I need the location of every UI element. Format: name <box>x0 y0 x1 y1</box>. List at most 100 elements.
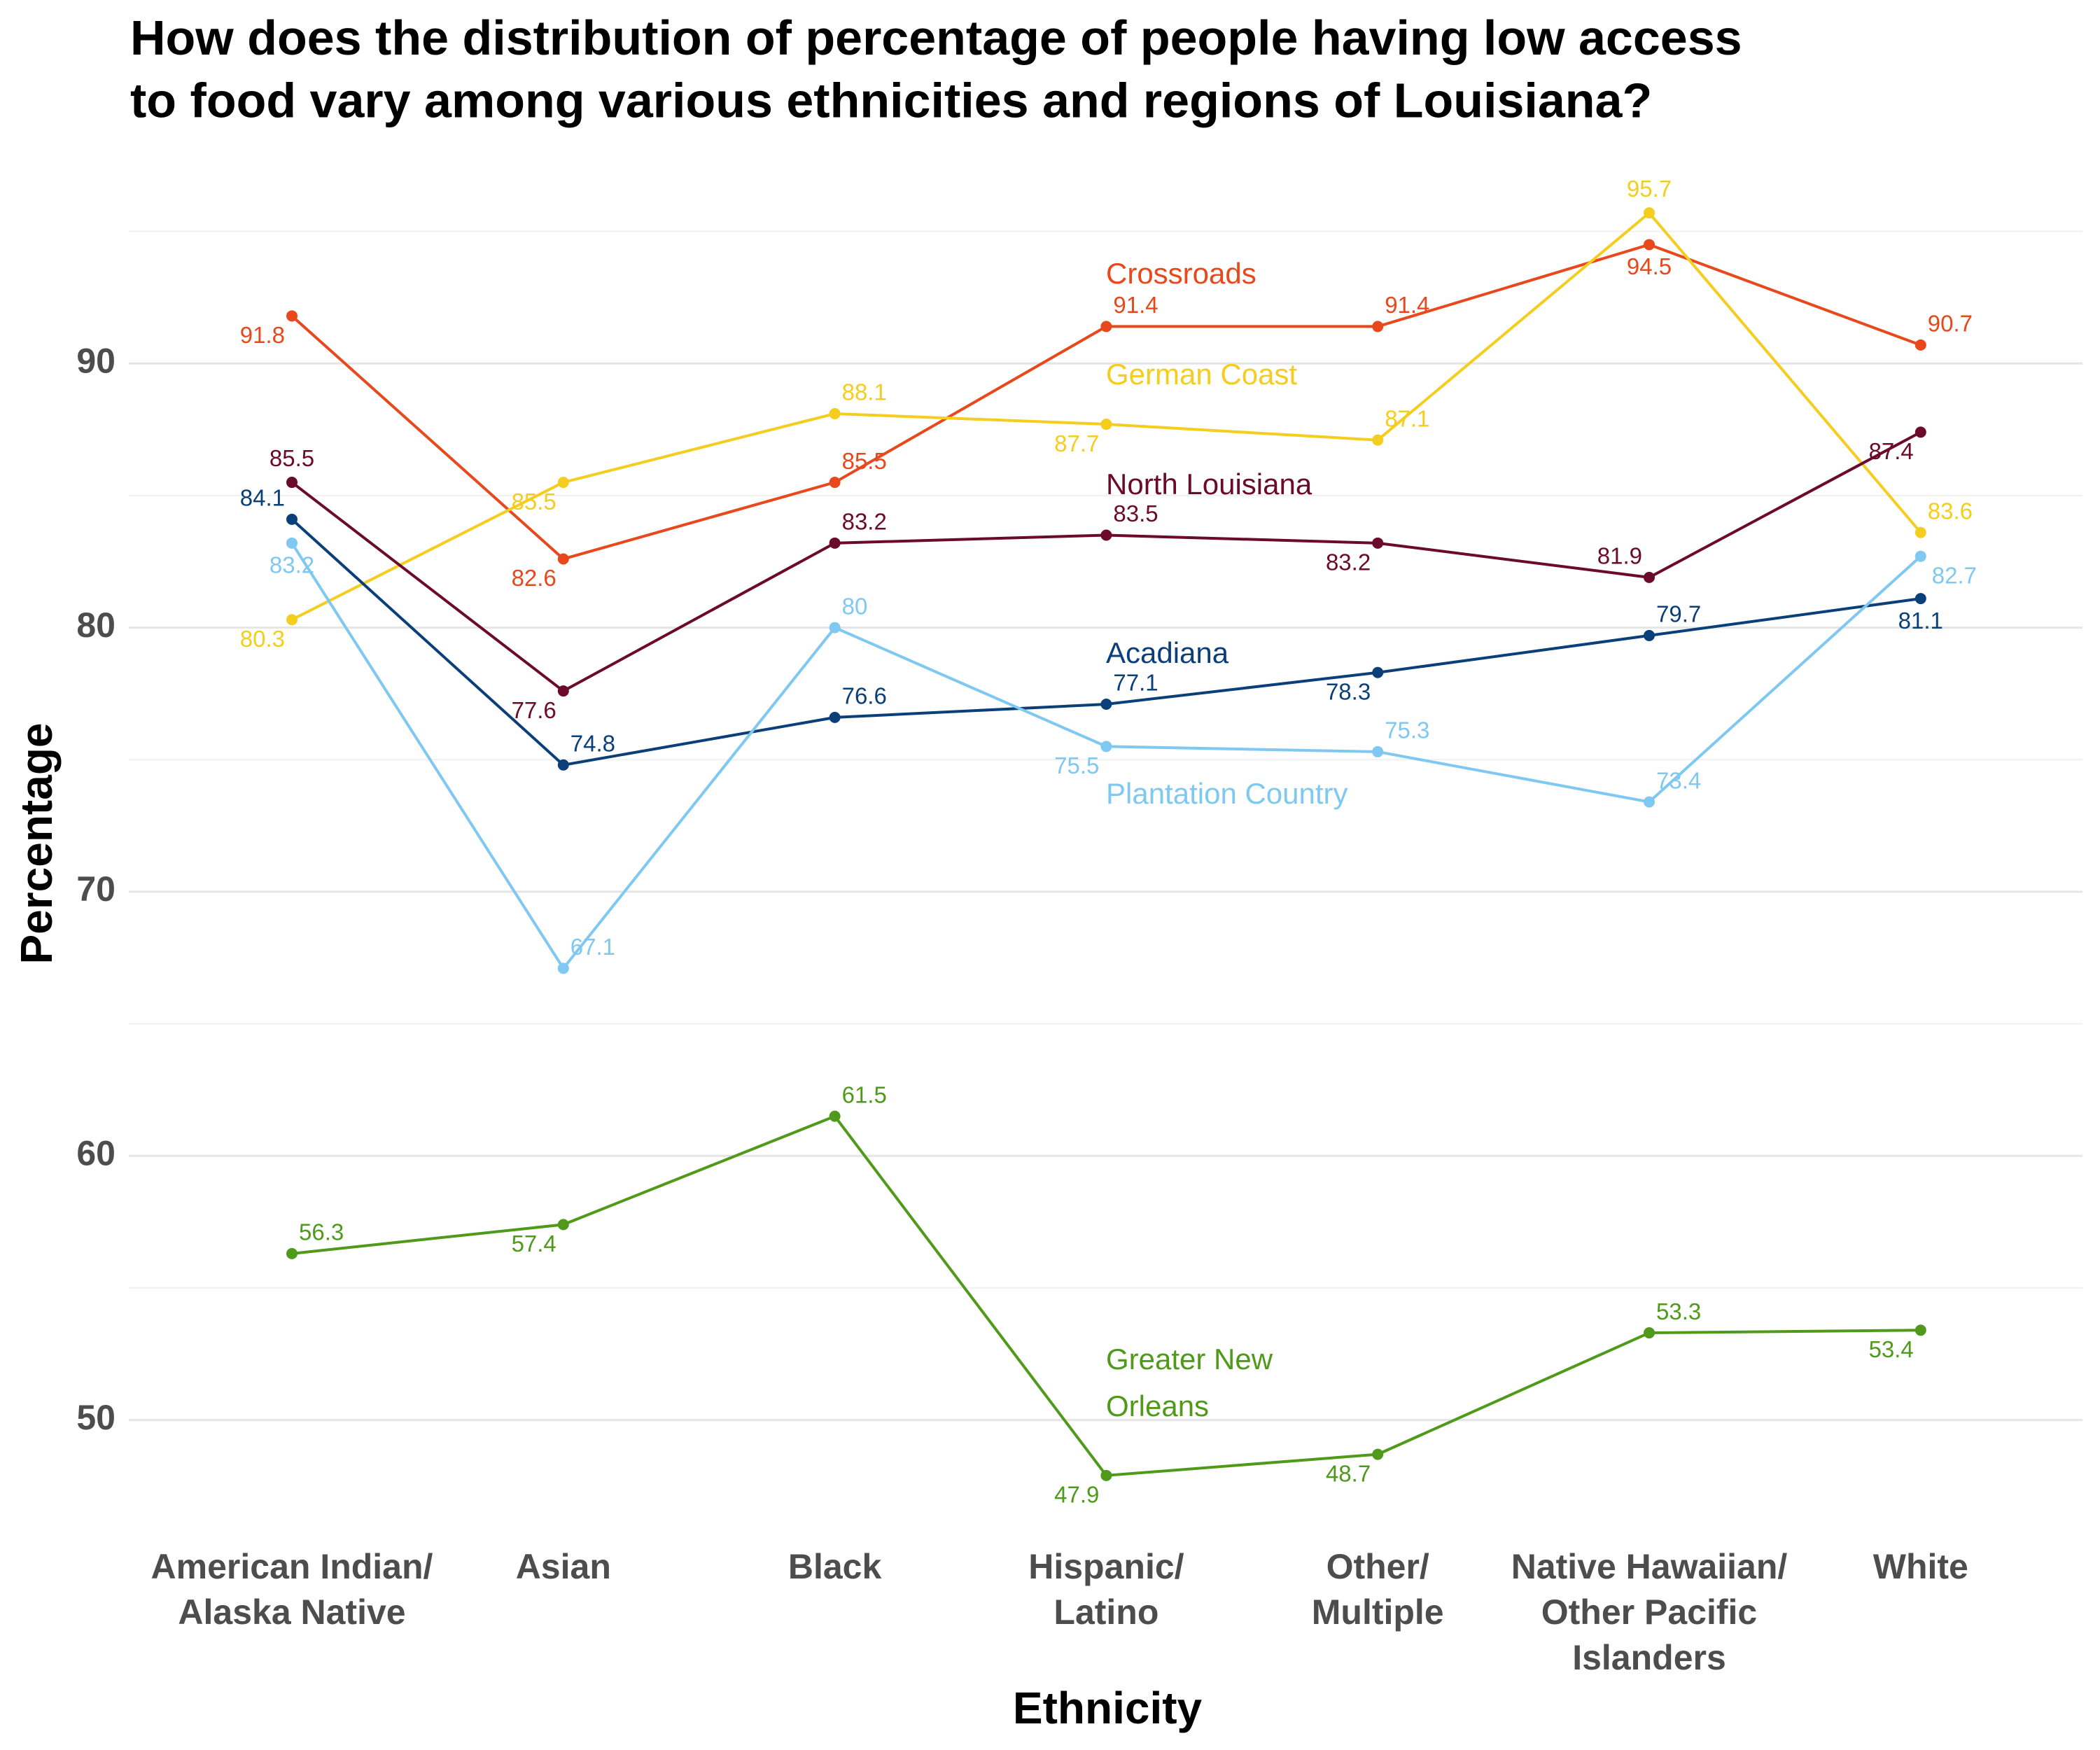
data-point <box>286 1247 298 1259</box>
x-tick-label: Hispanic/Latino <box>1028 1547 1184 1632</box>
value-label: 76.6 <box>842 683 887 709</box>
data-point <box>286 310 298 322</box>
value-label: 87.7 <box>1054 430 1099 456</box>
data-point <box>1100 741 1112 752</box>
value-label: 48.7 <box>1326 1460 1371 1486</box>
value-label: 80.3 <box>240 626 285 652</box>
series-label: Plantation Country <box>1106 777 1348 810</box>
value-label: 75.5 <box>1054 752 1099 778</box>
value-label: 87.1 <box>1385 405 1429 431</box>
data-point <box>1914 526 1926 538</box>
value-label: 79.7 <box>1656 601 1701 627</box>
x-tick-label: American Indian/Alaska Native <box>151 1547 433 1632</box>
value-label: 67.1 <box>570 934 615 960</box>
value-label: 91.8 <box>240 322 285 348</box>
data-point <box>557 962 569 974</box>
data-point <box>557 477 569 489</box>
value-label: 78.3 <box>1326 678 1371 704</box>
data-point <box>1914 426 1926 438</box>
data-point <box>1914 1324 1926 1336</box>
x-tick-label: Native Hawaiian/Other Pacific Islanders <box>1511 1547 1788 1677</box>
x-axis-title: Ethnicity <box>1013 1683 1203 1733</box>
series-label: German Coast <box>1106 358 1297 391</box>
x-tick-label: Asian <box>516 1547 611 1586</box>
x-tick-label: White <box>1873 1547 1968 1586</box>
data-point <box>557 685 569 697</box>
data-point <box>286 513 298 525</box>
data-point <box>1100 699 1112 710</box>
y-tick-label: 60 <box>76 1133 115 1172</box>
data-point <box>557 1219 569 1231</box>
data-point <box>1372 666 1384 678</box>
series-label: Acadiana <box>1106 636 1229 669</box>
data-point <box>1100 529 1112 541</box>
value-label: 91.4 <box>1113 292 1158 318</box>
data-point <box>829 477 841 489</box>
value-label: 85.5 <box>270 445 314 471</box>
data-point <box>1372 434 1384 446</box>
data-point <box>1644 629 1655 641</box>
data-point <box>1100 1469 1112 1481</box>
value-label: 81.9 <box>1597 543 1642 569</box>
data-point <box>557 759 569 771</box>
series-label: Greater New Orleans <box>1106 1343 1273 1422</box>
data-point <box>1100 321 1112 332</box>
y-tick-label: 90 <box>76 341 115 380</box>
value-label: 84.1 <box>240 485 285 511</box>
value-label: 94.5 <box>1627 253 1672 279</box>
value-label: 83.2 <box>842 509 887 535</box>
value-label: 73.4 <box>1656 767 1701 793</box>
value-label: 88.1 <box>842 379 887 405</box>
data-point <box>1644 571 1655 583</box>
data-point <box>557 553 569 565</box>
data-point <box>1644 207 1655 219</box>
value-label: 90.7 <box>1928 311 1973 337</box>
data-point <box>1372 321 1384 332</box>
value-label: 56.3 <box>299 1219 344 1245</box>
value-label: 77.1 <box>1113 670 1158 696</box>
value-label: 75.3 <box>1385 718 1429 743</box>
data-point <box>829 622 841 634</box>
value-label: 81.1 <box>1898 608 1943 634</box>
value-label: 82.7 <box>1932 562 1977 588</box>
value-label: 83.2 <box>1326 550 1371 575</box>
value-label: 53.3 <box>1656 1298 1701 1324</box>
y-axis-title: Percentage <box>11 722 62 964</box>
value-label: 85.5 <box>842 448 887 474</box>
value-label: 83.5 <box>1113 500 1158 526</box>
value-label: 57.4 <box>512 1231 556 1256</box>
chart-title: How does the distribution of percentage … <box>130 10 1742 128</box>
data-point <box>829 711 841 723</box>
data-point <box>286 477 298 489</box>
data-point <box>1644 239 1655 251</box>
data-point <box>829 407 841 419</box>
data-point <box>829 1110 841 1122</box>
value-label: 87.4 <box>1869 438 1914 464</box>
value-label: 83.2 <box>270 552 314 578</box>
value-label: 85.5 <box>512 489 556 514</box>
value-label: 47.9 <box>1054 1482 1099 1508</box>
x-tick-label: Black <box>788 1547 882 1586</box>
value-label: 95.7 <box>1627 176 1672 202</box>
series-label: Crossroads <box>1106 257 1256 290</box>
value-label: 80 <box>842 593 868 619</box>
y-tick-label: 50 <box>76 1398 115 1437</box>
data-point <box>1644 796 1655 808</box>
series-label: North Louisiana <box>1106 468 1312 500</box>
data-point <box>1914 550 1926 562</box>
data-point <box>286 614 298 626</box>
data-point <box>1372 746 1384 757</box>
y-tick-label: 80 <box>76 606 115 645</box>
data-point <box>1100 419 1112 430</box>
value-label: 82.6 <box>512 565 556 591</box>
value-label: 74.8 <box>570 731 615 757</box>
data-point <box>829 537 841 549</box>
value-label: 91.4 <box>1385 292 1429 318</box>
data-point <box>1914 339 1926 351</box>
x-tick-label: Other/Multiple <box>1312 1547 1444 1632</box>
value-label: 61.5 <box>842 1082 887 1107</box>
value-label: 53.4 <box>1869 1336 1914 1362</box>
value-label: 77.6 <box>512 697 556 723</box>
data-point <box>1372 537 1384 549</box>
